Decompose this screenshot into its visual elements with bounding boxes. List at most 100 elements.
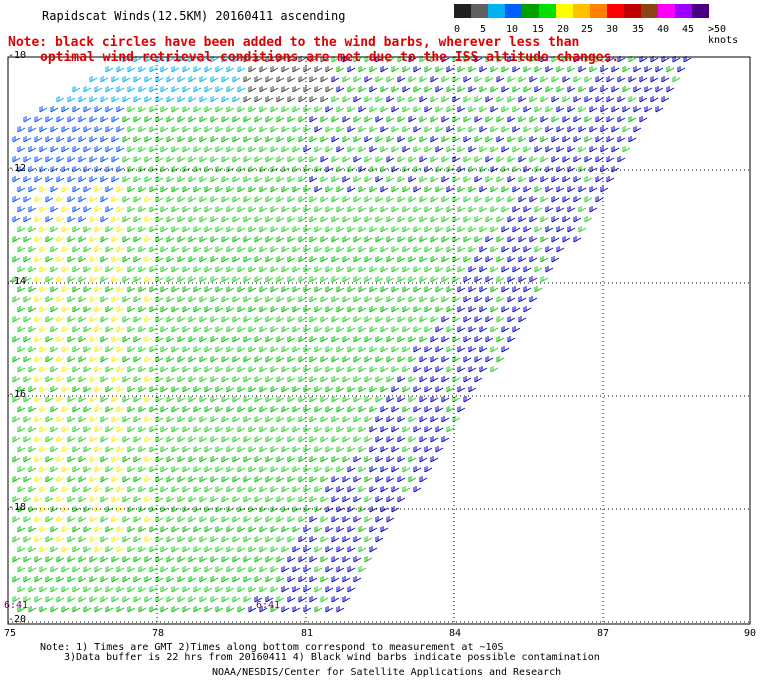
wind-barb xyxy=(446,286,455,293)
wind-barb xyxy=(430,396,439,403)
wind-barb xyxy=(177,436,186,443)
wind-barb xyxy=(259,386,268,393)
wind-barb xyxy=(12,316,21,323)
wind-barb xyxy=(435,426,444,433)
wind-barb xyxy=(336,346,345,353)
wind-barb xyxy=(133,316,142,323)
wind-barb xyxy=(254,196,263,203)
wind-barb xyxy=(232,116,241,123)
wind-barb xyxy=(320,76,329,83)
wind-barb xyxy=(237,166,246,173)
wind-barb xyxy=(413,126,422,133)
wind-barb xyxy=(243,176,252,183)
wind-barb xyxy=(116,346,125,353)
wind-barb xyxy=(430,296,439,303)
legend-swatch xyxy=(471,4,488,18)
wind-barb xyxy=(149,486,158,493)
wind-barb xyxy=(221,436,230,443)
wind-barb xyxy=(342,416,351,423)
wind-barb xyxy=(325,486,334,493)
wind-barb xyxy=(166,256,175,263)
wind-barb xyxy=(353,396,362,403)
wind-barb xyxy=(430,316,439,323)
wind-barb xyxy=(380,66,389,73)
wind-barb xyxy=(287,356,296,363)
wind-barb xyxy=(314,186,323,193)
wind-barb xyxy=(193,186,202,193)
wind-barb xyxy=(523,246,532,253)
wind-barb xyxy=(78,196,87,203)
wind-barb xyxy=(83,486,92,493)
wind-barb xyxy=(210,516,219,523)
wind-barb xyxy=(177,256,186,263)
wind-barb xyxy=(523,306,532,313)
wind-barb xyxy=(342,236,351,243)
wind-barb xyxy=(320,156,329,163)
wind-barb xyxy=(276,156,285,163)
wind-barb xyxy=(72,606,81,613)
wind-barb xyxy=(303,246,312,253)
wind-barb xyxy=(111,156,120,163)
wind-barb xyxy=(347,346,356,353)
wind-barb xyxy=(424,286,433,293)
wind-barb xyxy=(386,356,395,363)
wind-barb xyxy=(265,196,274,203)
wind-barb xyxy=(556,226,565,233)
wind-barb xyxy=(276,236,285,243)
wind-barb xyxy=(353,356,362,363)
wind-barb xyxy=(347,246,356,253)
wind-barb xyxy=(78,376,87,383)
wind-barb xyxy=(281,506,290,513)
wind-barb xyxy=(358,66,367,73)
wind-barb xyxy=(171,426,180,433)
wind-barb xyxy=(265,576,274,583)
wind-barb xyxy=(232,196,241,203)
wind-barb xyxy=(210,296,219,303)
wind-barb xyxy=(94,186,103,193)
wind-barb xyxy=(182,546,191,553)
wind-barb xyxy=(144,76,153,83)
wind-barb xyxy=(199,456,208,463)
wind-barb xyxy=(17,346,26,353)
wind-barb xyxy=(606,96,615,103)
wind-barb xyxy=(210,316,219,323)
wind-barb xyxy=(122,116,131,123)
wind-barb xyxy=(215,286,224,293)
wind-barb xyxy=(281,366,290,373)
wind-barb xyxy=(501,306,510,313)
wind-barb xyxy=(248,526,257,533)
wind-barb xyxy=(413,66,422,73)
wind-barb xyxy=(67,496,76,503)
wind-barb xyxy=(430,216,439,223)
wind-barb xyxy=(490,266,499,273)
wind-barb xyxy=(292,566,301,573)
wind-barb xyxy=(485,236,494,243)
wind-barb xyxy=(441,176,450,183)
wind-barb xyxy=(281,306,290,313)
wind-barb xyxy=(111,576,120,583)
wind-barb xyxy=(50,446,59,453)
wind-barb xyxy=(138,286,147,293)
wind-barb xyxy=(248,246,257,253)
wind-barb xyxy=(243,536,252,543)
wind-barb xyxy=(138,126,147,133)
wind-barb xyxy=(391,466,400,473)
wind-barb xyxy=(639,116,648,123)
lon-label-81: 81 xyxy=(301,628,314,639)
wind-barb xyxy=(424,66,433,73)
wind-barb xyxy=(111,556,120,563)
wind-barb xyxy=(100,376,109,383)
wind-barb xyxy=(303,266,312,273)
wind-barb xyxy=(358,386,367,393)
wind-barb xyxy=(171,126,180,133)
wind-barb xyxy=(512,326,521,333)
wind-barb xyxy=(138,266,147,273)
wind-barb xyxy=(34,296,43,303)
wind-barb xyxy=(556,246,565,253)
wind-barb xyxy=(221,516,230,523)
wind-barb xyxy=(12,356,21,363)
wind-barb xyxy=(320,516,329,523)
wind-barb xyxy=(243,596,252,603)
wind-barb xyxy=(512,146,521,153)
wind-barb xyxy=(171,246,180,253)
